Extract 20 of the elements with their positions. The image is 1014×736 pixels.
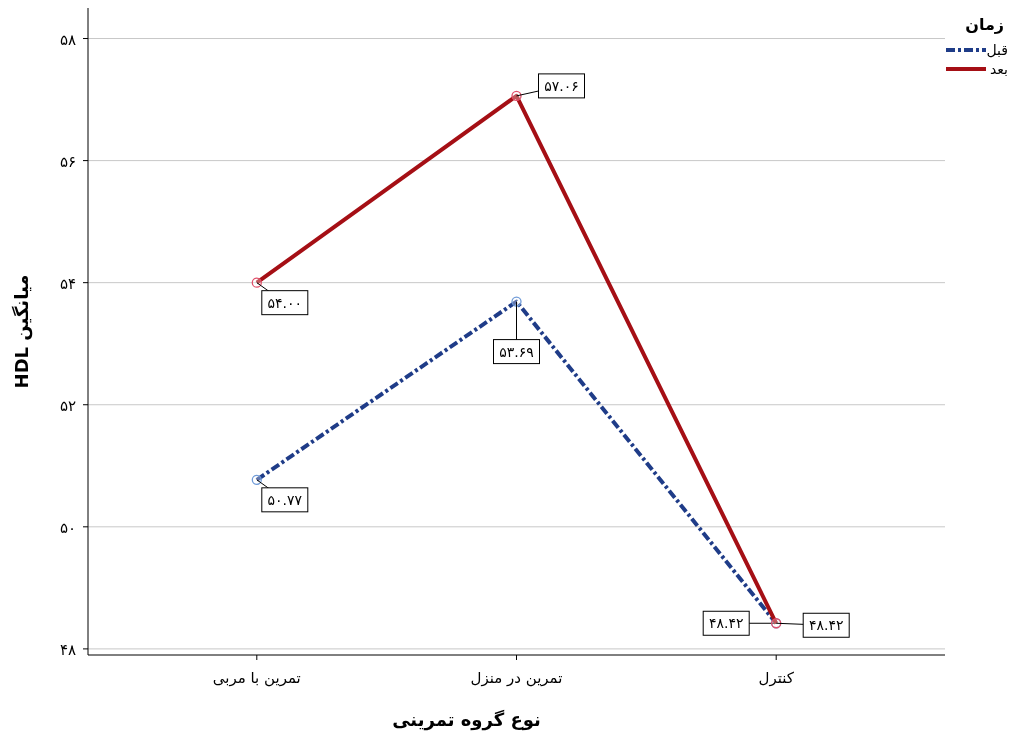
y-tick-label: ۵۰ (59, 518, 76, 537)
x-tick-label: تمرین با مربی (212, 669, 301, 687)
data-label: ۵۰.۷۷ (267, 491, 303, 508)
legend-label: بعد (990, 61, 1008, 77)
y-tick-label: ۴۸ (59, 640, 76, 659)
x-axis-title: نوع گروه تمرینی (392, 709, 541, 731)
x-tick-label: تمرین در منزل (470, 669, 563, 687)
data-label: ۵۴.۰۰ (267, 294, 303, 311)
x-tick-label: کنترل (758, 669, 795, 687)
y-tick-label: ۵۶ (59, 152, 76, 171)
legend-title: زمان (965, 15, 1004, 34)
data-label: ۴۸.۴۲ (708, 615, 744, 632)
data-label: ۵۳.۶۹ (499, 343, 534, 360)
data-label: ۵۷.۰۶ (544, 77, 579, 94)
y-tick-label: ۵۲ (59, 396, 76, 415)
y-tick-label: ۵۴ (59, 274, 76, 293)
legend-label: قبل (986, 42, 1008, 58)
y-axis-title: میانگین HDL (11, 274, 33, 389)
data-label: ۴۸.۴۲ (808, 617, 844, 634)
y-tick-label: ۵۸ (59, 30, 76, 49)
